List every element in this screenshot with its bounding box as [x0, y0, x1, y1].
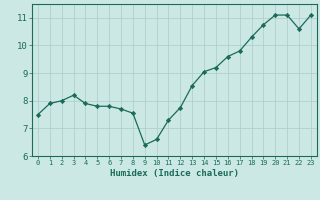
X-axis label: Humidex (Indice chaleur): Humidex (Indice chaleur) [110, 169, 239, 178]
